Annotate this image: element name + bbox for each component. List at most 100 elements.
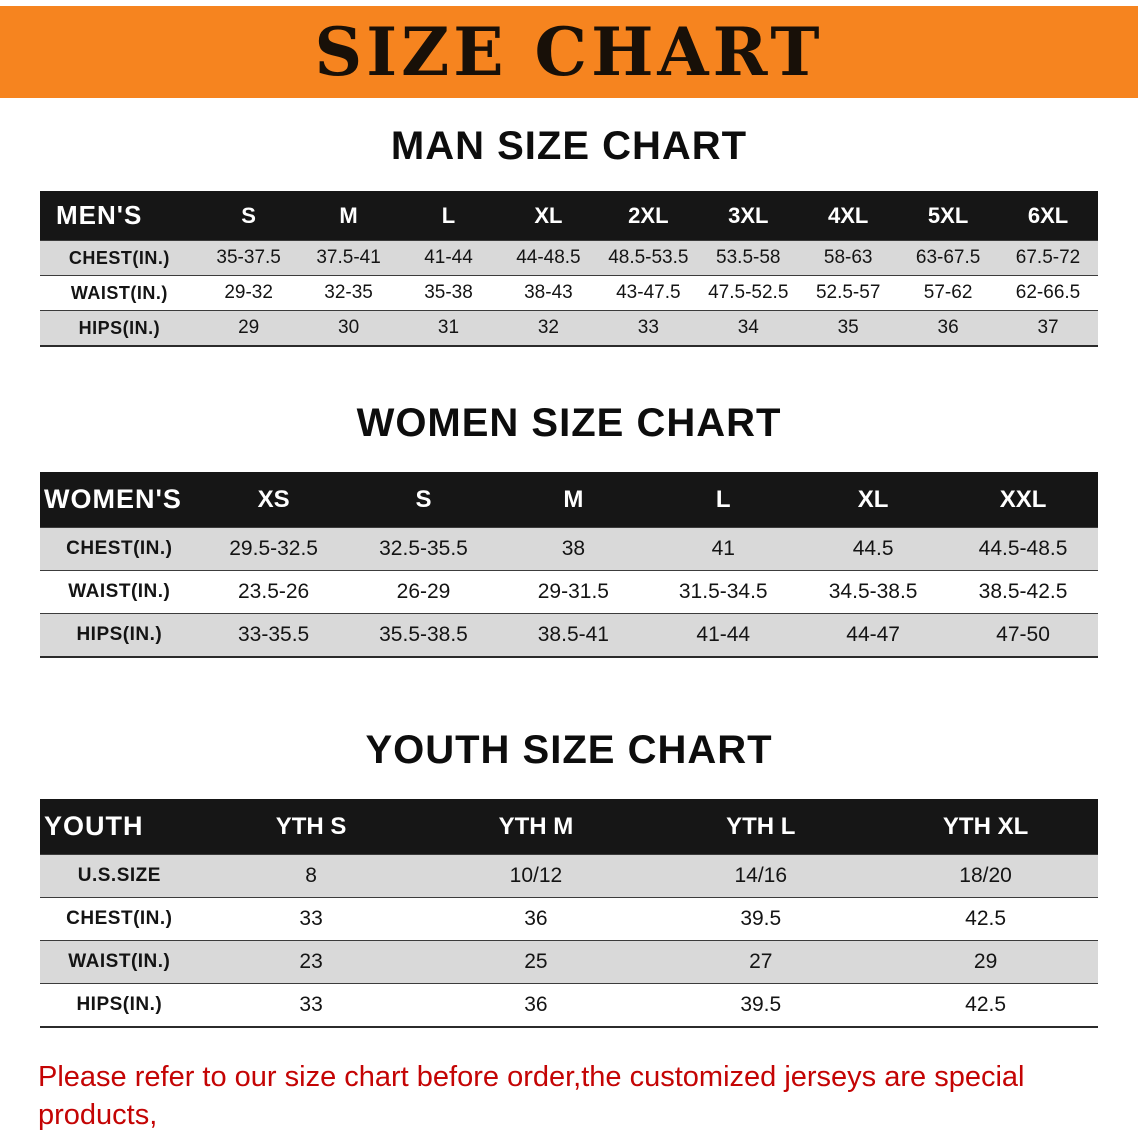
size-value-cell: 29 bbox=[198, 310, 299, 346]
table-header-row: MEN'S S M L XL 2XL 3XL 4XL 5XL 6XL bbox=[40, 191, 1098, 241]
size-value-cell: 35-37.5 bbox=[198, 240, 299, 276]
men-size-table-wrap: MEN'S S M L XL 2XL 3XL 4XL 5XL 6XL CHEST(IN.) 35-37… bbox=[40, 191, 1098, 347]
size-value-cell: 44.5-48.5 bbox=[948, 527, 1098, 571]
size-column-header: YTH L bbox=[648, 799, 874, 855]
table-corner-label: WOMEN'S bbox=[40, 472, 199, 528]
size-value-cell: 37 bbox=[998, 310, 1098, 346]
size-column-header: XL bbox=[798, 472, 949, 528]
size-value-cell: 58-63 bbox=[798, 240, 899, 276]
size-value-cell: 32-35 bbox=[298, 275, 399, 311]
size-value-cell: 38 bbox=[498, 527, 649, 571]
table-row: U.S.SIZE 8 10/12 14/16 18/20 bbox=[40, 854, 1098, 898]
table-header-row: YOUTH YTH S YTH M YTH L YTH XL bbox=[40, 799, 1098, 855]
size-value-cell: 47.5-52.5 bbox=[698, 275, 799, 311]
size-column-header: 4XL bbox=[798, 191, 899, 241]
size-value-cell: 44-48.5 bbox=[498, 240, 599, 276]
size-column-header: M bbox=[298, 191, 399, 241]
size-value-cell: 33 bbox=[198, 983, 424, 1027]
size-value-cell: 36 bbox=[423, 983, 649, 1027]
size-value-cell: 48.5-53.5 bbox=[598, 240, 699, 276]
size-value-cell: 25 bbox=[423, 940, 649, 984]
size-value-cell: 57-62 bbox=[898, 275, 999, 311]
size-column-header: 2XL bbox=[598, 191, 699, 241]
table-row: CHEST(IN.) 35-37.5 37.5-41 41-44 44-48.5 48.5… bbox=[40, 240, 1098, 276]
size-value-cell: 38.5-41 bbox=[498, 613, 649, 657]
size-value-cell: 47-50 bbox=[948, 613, 1098, 657]
women-size-table-wrap: WOMEN'S XS S M L XL XXL CHEST(IN.) 29.5-32.5 32.5… bbox=[40, 472, 1098, 658]
row-label: HIPS(IN.) bbox=[40, 613, 199, 657]
size-value-cell: 32.5-35.5 bbox=[348, 527, 499, 571]
table-row: HIPS(IN.) 29 30 31 32 33 34 35 36 37 bbox=[40, 310, 1098, 346]
size-value-cell: 41-44 bbox=[398, 240, 499, 276]
table-row: CHEST(IN.) 29.5-32.5 32.5-35.5 38 41 44.5 44.5… bbox=[40, 527, 1098, 571]
size-value-cell: 44-47 bbox=[798, 613, 949, 657]
size-column-header: YTH XL bbox=[873, 799, 1098, 855]
size-value-cell: 53.5-58 bbox=[698, 240, 799, 276]
size-value-cell: 29.5-32.5 bbox=[198, 527, 349, 571]
size-value-cell: 37.5-41 bbox=[298, 240, 399, 276]
size-value-cell: 41-44 bbox=[648, 613, 799, 657]
size-column-header: L bbox=[398, 191, 499, 241]
size-column-header: XL bbox=[498, 191, 599, 241]
table-row: WAIST(IN.) 23 25 27 29 bbox=[40, 940, 1098, 984]
size-value-cell: 27 bbox=[648, 940, 874, 984]
size-value-cell: 18/20 bbox=[873, 854, 1098, 898]
size-value-cell: 41 bbox=[648, 527, 799, 571]
size-column-header: XXL bbox=[948, 472, 1098, 528]
size-column-header: S bbox=[198, 191, 299, 241]
size-value-cell: 23.5-26 bbox=[198, 570, 349, 614]
size-column-header: YTH M bbox=[423, 799, 649, 855]
size-value-cell: 29-32 bbox=[198, 275, 299, 311]
size-value-cell: 33 bbox=[598, 310, 699, 346]
size-value-cell: 43-47.5 bbox=[598, 275, 699, 311]
size-value-cell: 32 bbox=[498, 310, 599, 346]
row-label: U.S.SIZE bbox=[40, 854, 199, 898]
table-row: HIPS(IN.) 33 36 39.5 42.5 bbox=[40, 983, 1098, 1027]
table-row: CHEST(IN.) 33 36 39.5 42.5 bbox=[40, 897, 1098, 941]
row-label: WAIST(IN.) bbox=[40, 940, 199, 984]
size-column-header: 6XL bbox=[998, 191, 1098, 241]
table-row: WAIST(IN.) 23.5-26 26-29 29-31.5 31.5-34.5 34… bbox=[40, 570, 1098, 614]
youth-size-table: YOUTH YTH S YTH M YTH L YTH XL U.S.SIZE 8 10/12… bbox=[40, 799, 1098, 1028]
size-value-cell: 42.5 bbox=[873, 983, 1098, 1027]
size-value-cell: 26-29 bbox=[348, 570, 499, 614]
row-label: CHEST(IN.) bbox=[40, 527, 199, 571]
size-value-cell: 14/16 bbox=[648, 854, 874, 898]
size-value-cell: 23 bbox=[198, 940, 424, 984]
size-value-cell: 38.5-42.5 bbox=[948, 570, 1098, 614]
size-value-cell: 35.5-38.5 bbox=[348, 613, 499, 657]
size-value-cell: 44.5 bbox=[798, 527, 949, 571]
size-value-cell: 63-67.5 bbox=[898, 240, 999, 276]
size-value-cell: 30 bbox=[298, 310, 399, 346]
size-value-cell: 33-35.5 bbox=[198, 613, 349, 657]
row-label: HIPS(IN.) bbox=[40, 310, 199, 346]
size-value-cell: 62-66.5 bbox=[998, 275, 1098, 311]
size-value-cell: 34.5-38.5 bbox=[798, 570, 949, 614]
size-value-cell: 36 bbox=[423, 897, 649, 941]
size-value-cell: 39.5 bbox=[648, 897, 874, 941]
size-value-cell: 10/12 bbox=[423, 854, 649, 898]
page-title: SIZE CHART bbox=[314, 13, 824, 91]
size-value-cell: 36 bbox=[898, 310, 999, 346]
row-label: WAIST(IN.) bbox=[40, 275, 199, 311]
disclaimer-text: Please refer to our size chart before or… bbox=[38, 1058, 1100, 1132]
size-value-cell: 52.5-57 bbox=[798, 275, 899, 311]
size-value-cell: 29-31.5 bbox=[498, 570, 649, 614]
women-size-chart-heading: WOMEN SIZE CHART bbox=[356, 401, 782, 445]
size-value-cell: 33 bbox=[198, 897, 424, 941]
row-label: CHEST(IN.) bbox=[40, 240, 199, 276]
size-column-header: S bbox=[348, 472, 499, 528]
table-row: WAIST(IN.) 29-32 32-35 35-38 38-43 43-47.5 47.… bbox=[40, 275, 1098, 311]
size-value-cell: 38-43 bbox=[498, 275, 599, 311]
size-value-cell: 8 bbox=[198, 854, 424, 898]
size-value-cell: 31.5-34.5 bbox=[648, 570, 799, 614]
table-row: HIPS(IN.) 33-35.5 35.5-38.5 38.5-41 41-44 44-… bbox=[40, 613, 1098, 657]
men-size-chart-heading: MAN SIZE CHART bbox=[390, 124, 748, 168]
size-column-header: YTH S bbox=[198, 799, 424, 855]
size-column-header: M bbox=[498, 472, 649, 528]
size-value-cell: 34 bbox=[698, 310, 799, 346]
disclaimer-line-1: Please refer to our size chart before or… bbox=[38, 1061, 1025, 1132]
size-column-header: L bbox=[648, 472, 799, 528]
row-label: CHEST(IN.) bbox=[40, 897, 199, 941]
size-value-cell: 35-38 bbox=[398, 275, 499, 311]
